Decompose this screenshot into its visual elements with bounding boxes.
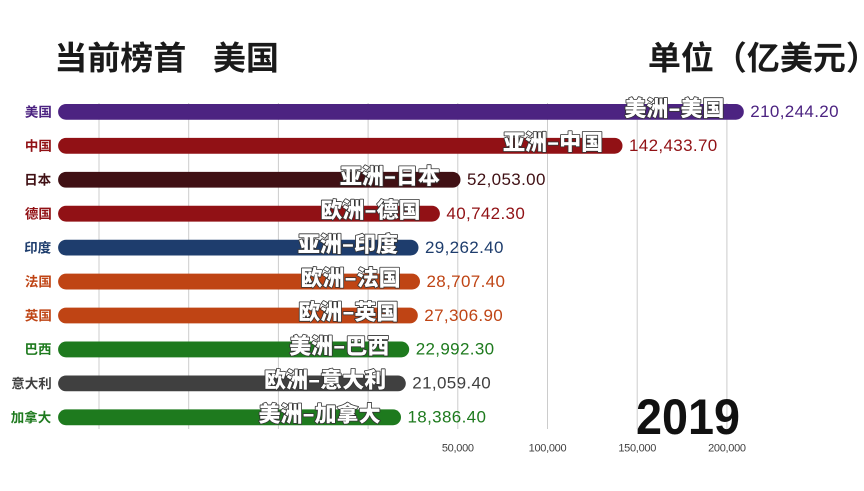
svg-text:27,306.90: 27,306.90: [424, 306, 503, 325]
svg-text:100,000: 100,000: [529, 443, 567, 455]
svg-text:21,059.40: 21,059.40: [412, 374, 491, 393]
svg-text:29,262.40: 29,262.40: [425, 238, 504, 257]
svg-text:2019: 2019: [636, 389, 740, 445]
svg-text:150,000: 150,000: [618, 443, 656, 455]
svg-text:50,000: 50,000: [442, 443, 474, 455]
svg-text:22,992.30: 22,992.30: [416, 340, 495, 359]
svg-text:210,244.20: 210,244.20: [750, 102, 839, 121]
svg-text:142,433.70: 142,433.70: [629, 136, 718, 155]
svg-text:18,386.40: 18,386.40: [408, 408, 487, 427]
svg-text:52,053.00: 52,053.00: [467, 170, 546, 189]
svg-text:40,742.30: 40,742.30: [446, 204, 525, 223]
svg-text:28,707.40: 28,707.40: [427, 272, 506, 291]
svg-text:200,000: 200,000: [708, 443, 746, 455]
